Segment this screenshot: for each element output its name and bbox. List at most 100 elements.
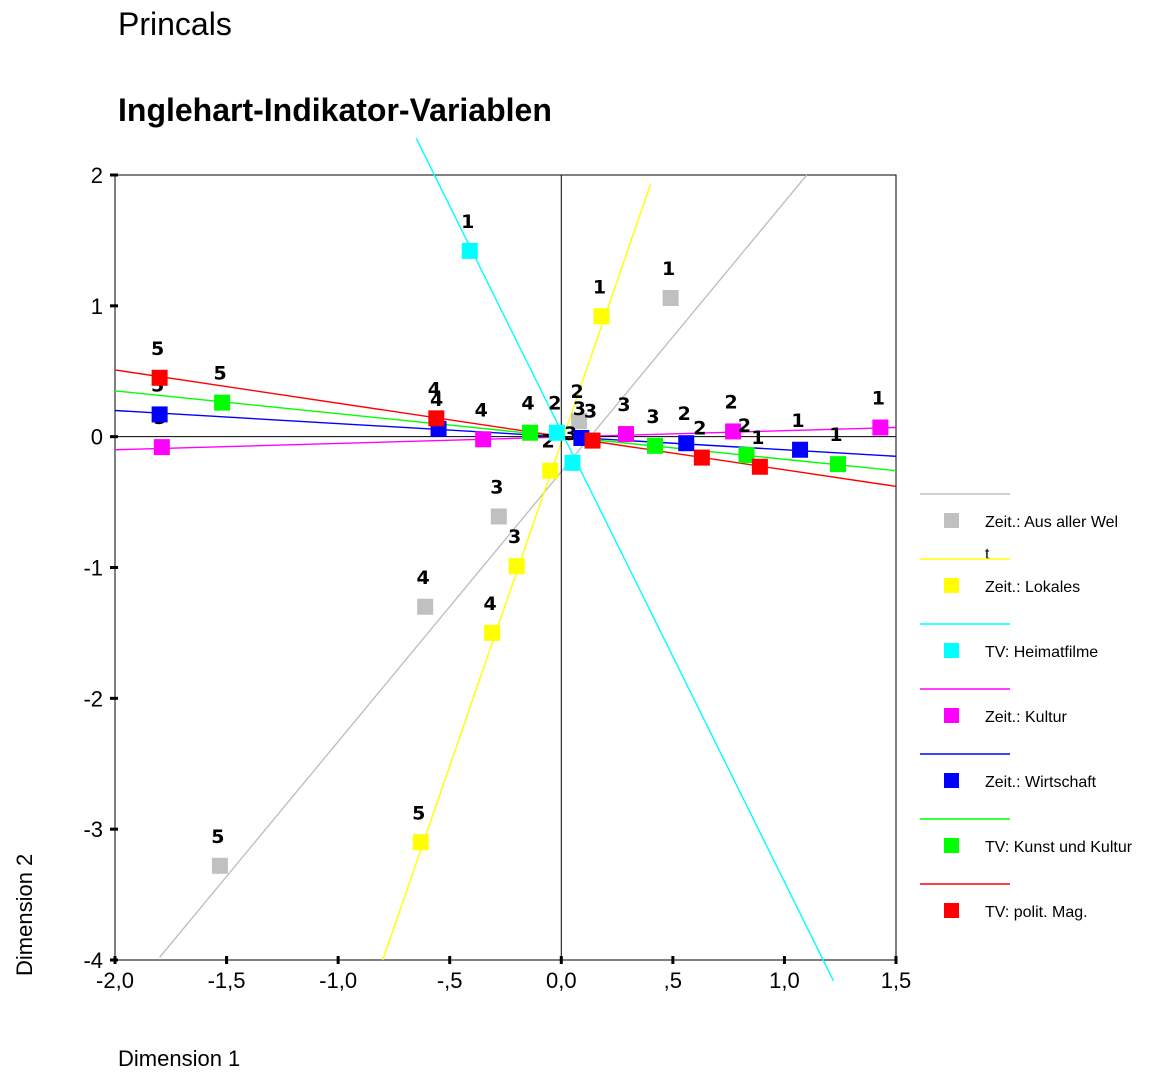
category-label: 1: [791, 410, 804, 432]
legend-swatch: [944, 708, 959, 723]
legend-label: TV: polit. Mag.: [985, 904, 1088, 921]
series-vector-line: [415, 138, 835, 982]
category-point: [522, 424, 539, 441]
category-point: [484, 624, 501, 641]
x-tick-label: ,5: [664, 968, 682, 993]
plot-frame: [114, 174, 897, 961]
legend-swatch: [944, 513, 959, 528]
category-point: [792, 441, 809, 458]
y-tick-label: 1: [91, 294, 103, 319]
y-tick-label: -1: [83, 556, 103, 581]
category-point: [829, 456, 846, 473]
category-label: 1: [662, 258, 675, 280]
category-point: [490, 508, 507, 525]
category-label: 5: [213, 363, 226, 385]
category-label: 1: [872, 388, 885, 410]
category-label: 3: [490, 476, 503, 498]
category-label: 4: [475, 399, 488, 421]
category-point: [461, 242, 478, 259]
data-points: 123451234512312345123451234512345: [151, 211, 889, 874]
category-point: [417, 598, 434, 615]
series-vector-line: [114, 409, 897, 457]
category-label: 4: [428, 378, 441, 400]
category-label: 4: [430, 389, 443, 411]
series-vector-line: [114, 369, 897, 488]
category-point: [872, 419, 889, 436]
category-point: [153, 439, 170, 456]
legend-swatch: [944, 578, 959, 593]
y-tick-label: -4: [83, 948, 103, 973]
category-point: [725, 423, 742, 440]
category-label: 1: [751, 427, 764, 449]
category-point: [738, 446, 755, 463]
legend-label: Zeit.: Lokales: [985, 579, 1080, 596]
category-point: [548, 424, 565, 441]
legend-swatch: [944, 773, 959, 788]
category-label: 5: [412, 802, 425, 824]
category-point: [151, 369, 168, 386]
series-vector-line: [114, 390, 897, 472]
chart-subtitle: Inglehart-Indikator-Variablen: [118, 92, 552, 128]
legend: Zeit.: Aus aller Wel t Zeit.: Lokales TV: H…: [920, 493, 1133, 921]
y-tick-label: 2: [91, 163, 103, 188]
x-tick-label: -,5: [437, 968, 463, 993]
category-label: 1: [461, 211, 474, 233]
category-point: [564, 454, 581, 471]
category-point: [617, 426, 634, 443]
category-point: [211, 857, 228, 874]
category-point: [693, 449, 710, 466]
category-label: 3: [573, 398, 586, 420]
category-label: 2: [548, 393, 561, 415]
legend-label: Zeit.: Wirtschaft: [985, 774, 1097, 791]
legend-label: t: [985, 546, 990, 563]
series-vector-line: [159, 174, 808, 958]
legend-label: Zeit.: Aus aller Wel: [985, 514, 1118, 531]
category-label: 1: [829, 424, 842, 446]
category-label: 3: [584, 401, 597, 423]
category-point: [151, 406, 168, 423]
category-point: [214, 394, 231, 411]
x-tick-label: 1,0: [769, 968, 800, 993]
legend-swatch: [944, 643, 959, 658]
legend-label: TV: Kunst und Kultur: [985, 839, 1133, 856]
x-tick-label: -1,5: [208, 968, 246, 993]
category-label: 5: [151, 338, 164, 360]
y-tick-label: -2: [83, 686, 103, 711]
category-point: [412, 834, 429, 851]
x-tick-label: -2,0: [96, 968, 134, 993]
category-label: 4: [521, 393, 534, 415]
category-point: [508, 558, 525, 575]
x-tick-label: -1,0: [319, 968, 357, 993]
category-label: 2: [678, 403, 691, 425]
x-axis-label: Dimension 1: [118, 1046, 241, 1071]
y-tick-label: -3: [83, 817, 103, 842]
category-label: 2: [693, 418, 706, 440]
legend-label: TV: Heimatfilme: [985, 644, 1098, 661]
legend-swatch: [944, 838, 959, 853]
category-point: [571, 412, 588, 429]
category-point: [475, 431, 492, 448]
category-label: 3: [508, 526, 521, 548]
category-point: [751, 458, 768, 475]
category-label: 3: [617, 394, 630, 416]
category-label: 3: [646, 406, 659, 428]
y-tick-label: 0: [91, 425, 103, 450]
category-label: 4: [483, 593, 496, 615]
series-vector-line: [114, 426, 897, 451]
vector-lines: [114, 138, 897, 982]
category-label: 4: [417, 567, 430, 589]
category-point: [678, 435, 695, 452]
category-label: 1: [593, 276, 606, 298]
category-label: 2: [724, 391, 737, 413]
x-tick-label: 1,5: [881, 968, 912, 993]
category-point: [647, 437, 664, 454]
x-tick-label: 0,0: [546, 968, 577, 993]
category-point: [428, 410, 445, 427]
chart-title: Princals: [118, 6, 232, 42]
legend-swatch: [944, 903, 959, 918]
category-label: 2: [571, 381, 584, 403]
category-point: [584, 432, 601, 449]
legend-label: Zeit.: Kultur: [985, 709, 1067, 726]
